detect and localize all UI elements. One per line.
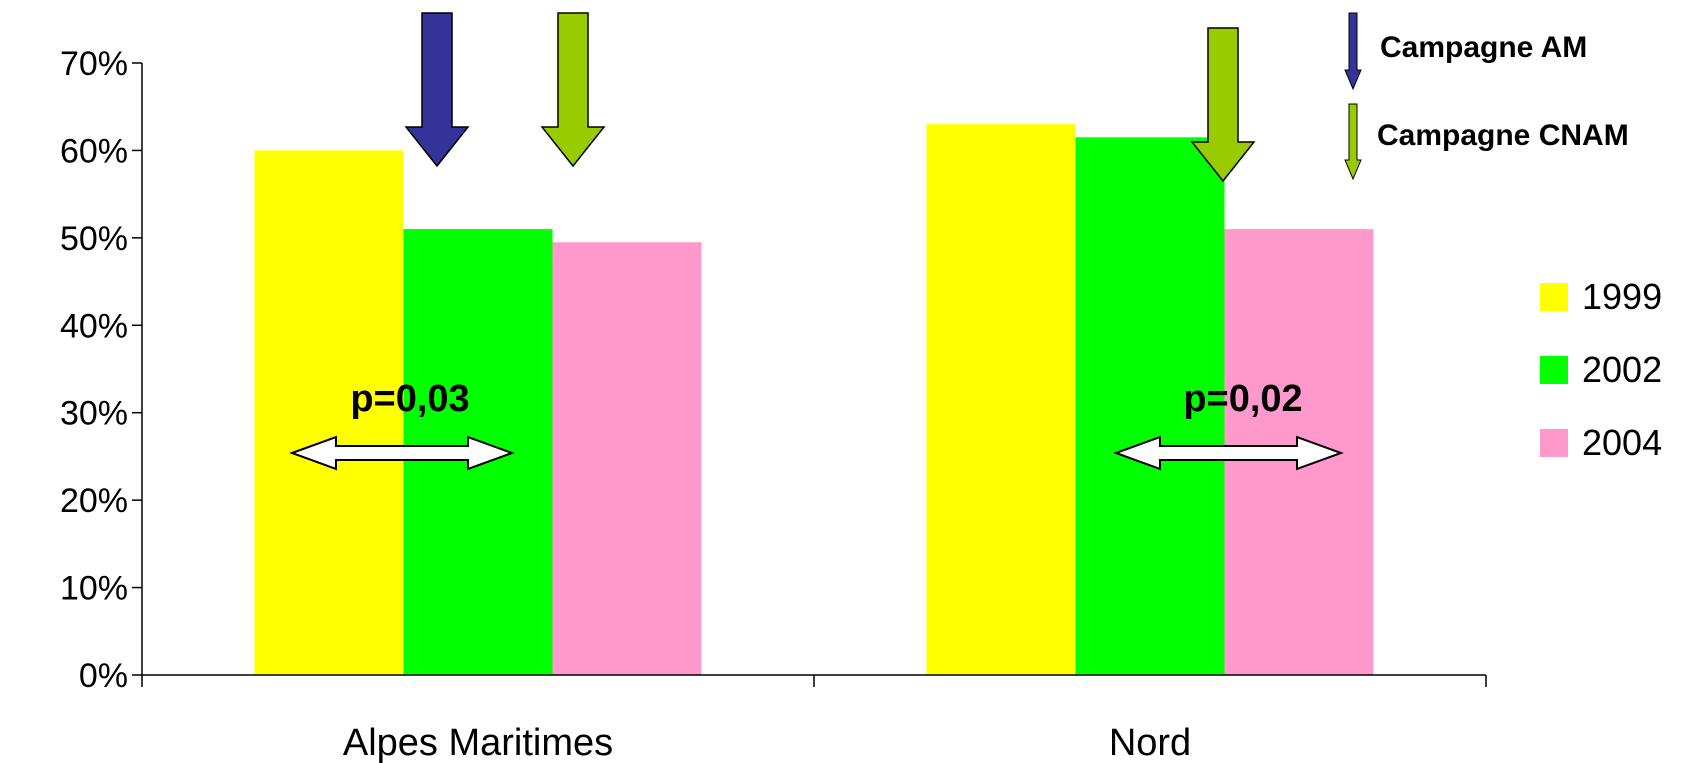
pvalue-label-nord: p=0,02	[1183, 378, 1302, 420]
y-tick-label: 40%	[60, 307, 128, 345]
campaign-cnam-arrow-icon	[1190, 27, 1256, 183]
x-tick-label: Alpes Maritimes	[343, 722, 613, 763]
legend: 1999 2002 2004	[1540, 276, 1662, 463]
y-tick-label: 20%	[60, 482, 128, 520]
y-tick-label: 70%	[60, 45, 128, 83]
bar-2004-alpes-maritimes	[552, 242, 702, 675]
arrow-down-icon	[1344, 103, 1362, 181]
campaign-legend: Campagne AM Campagne CNAM	[1344, 12, 1629, 181]
legend-swatch-2002	[1540, 356, 1568, 384]
x-tick-label: Nord	[1109, 722, 1191, 763]
y-tick-label: 60%	[60, 132, 128, 170]
y-tick-label: 10%	[60, 570, 128, 608]
bar-1999-nord	[926, 124, 1076, 675]
double-arrow-icon	[1113, 435, 1344, 471]
campaign-cnam-label: Campagne CNAM	[1377, 119, 1629, 152]
legend-label-2004: 2004	[1582, 422, 1662, 463]
double-arrow-icon	[289, 435, 515, 471]
legend-swatch-1999	[1540, 283, 1568, 311]
campaign-am-label: Campagne AM	[1380, 31, 1587, 64]
campaign-cnam-arrow-icon	[540, 12, 606, 168]
bar-2002-nord	[1075, 137, 1225, 676]
legend-label-2002: 2002	[1582, 349, 1662, 390]
y-tick-label: 0%	[79, 657, 128, 695]
y-tick-label: 50%	[60, 220, 128, 258]
bar-1999-alpes-maritimes	[254, 150, 404, 675]
legend-swatch-2004	[1540, 429, 1568, 457]
axes-group: 0% 10% 20% 30% 40% 50% 60% 70% Alpes Maritimes No…	[60, 45, 1487, 763]
pvalue-label-alpes-maritimes: p=0,03	[350, 378, 469, 420]
y-tick-label: 30%	[60, 395, 128, 433]
arrow-down-icon	[1344, 12, 1362, 91]
legend-label-1999: 1999	[1582, 276, 1662, 317]
campaign-am-arrow-icon	[404, 12, 470, 168]
